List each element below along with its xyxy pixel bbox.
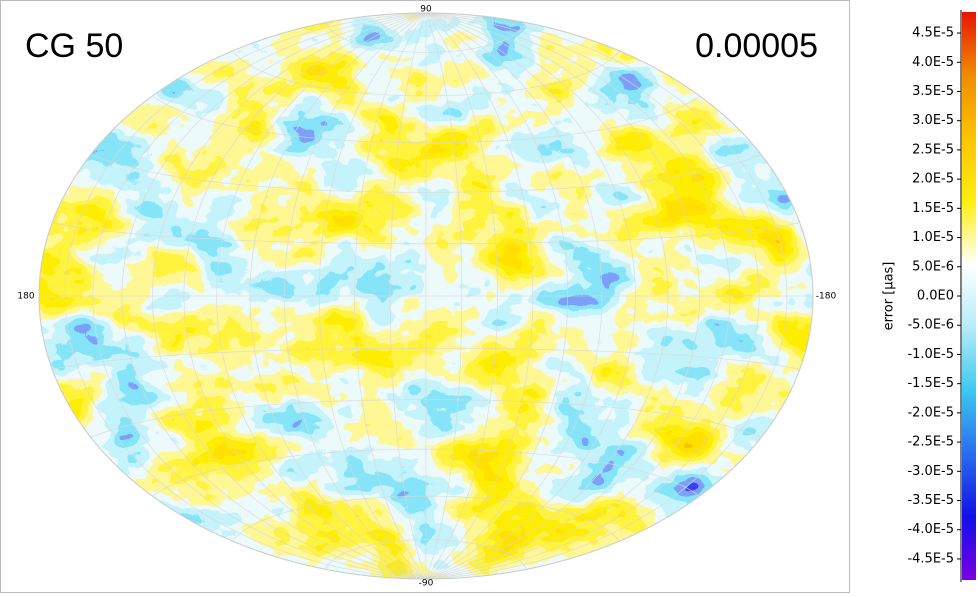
colorbar-tick-label: 4.5E-5 [912, 26, 954, 41]
colorbar-fill [962, 12, 976, 580]
colorbar-tick-label: -1.0E-5 [907, 347, 954, 362]
colorbar-tick-label: -2.0E-5 [907, 405, 954, 420]
parallel [152, 448, 700, 497]
parallel [152, 95, 700, 144]
colorbar-tick-label: 4.0E-5 [912, 55, 954, 70]
colorbar-tick-label: 5.0E-6 [912, 259, 954, 274]
parallel [52, 347, 800, 370]
colorbar-tick-label: 3.5E-5 [912, 84, 954, 99]
graticule-label: -180 [816, 292, 837, 302]
colorbar-tick-label: 1.0E-5 [912, 230, 954, 245]
map-title: CG 50 [25, 27, 123, 65]
colorbar-tick-label: 1.5E-5 [912, 201, 954, 216]
parallel [232, 495, 620, 542]
colorbar-tick-label: -5.0E-6 [907, 318, 954, 333]
parallel [325, 22, 527, 53]
graticule-label: 90 [420, 5, 432, 15]
colorbar-tick-label: 3.0E-5 [912, 113, 954, 128]
graticule [38, 12, 814, 580]
colorbar-tick-label: -3.5E-5 [907, 493, 954, 508]
sky-outline [38, 12, 814, 580]
colorbar-tick-label: -3.0E-5 [907, 464, 954, 479]
colorbar-tick-label: -1.5E-5 [907, 376, 954, 391]
colorbar-tick-label: 2.0E-5 [912, 172, 954, 187]
graticule-label: -90 [419, 579, 434, 589]
parallel [90, 154, 762, 193]
colorbar: 4.5E-5 4.0E-5 3.5E-5 3.0E-5 2.5E-5 2.0E-5 1.5E… [907, 10, 976, 582]
colorbar-label: error [µas] [882, 262, 897, 331]
parallel [232, 50, 620, 97]
colorbar-tick-label: 2.5E-5 [912, 142, 954, 157]
parallel [90, 399, 762, 438]
annotation: 0.00005 [695, 27, 818, 65]
parallel [325, 539, 527, 570]
colorbar-tick-label: -2.5E-5 [907, 435, 954, 450]
parallel [52, 222, 800, 245]
colorbar-tick-label: -4.0E-5 [907, 522, 954, 537]
colorbar-tick-label: 0.0E0 [917, 289, 954, 304]
graticule-label: 180 [17, 292, 34, 302]
colorbar-tick-label: -4.5E-5 [907, 551, 954, 566]
